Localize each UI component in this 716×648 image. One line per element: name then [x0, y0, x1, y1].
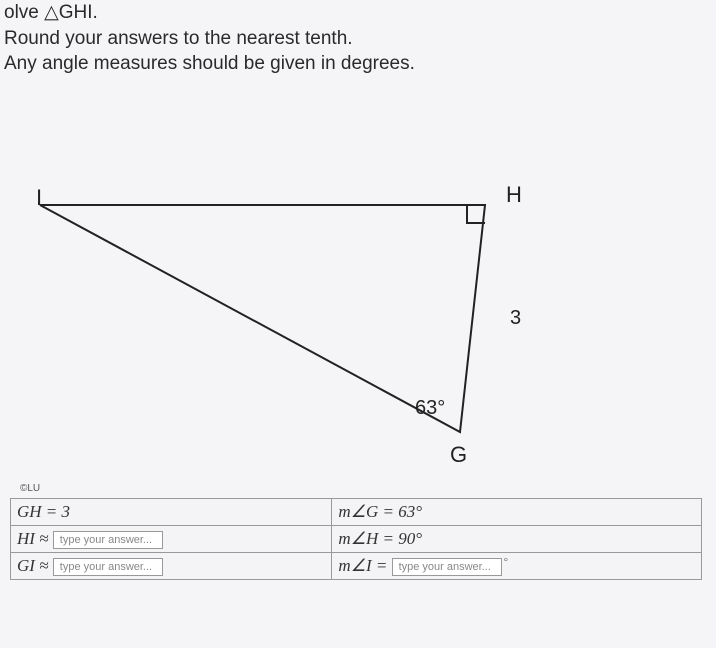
cell-angle-g: m∠G = 63° — [332, 498, 702, 525]
cell-gh: GH = 3 — [11, 498, 332, 525]
triangle-diagram: I H G 3 63° — [0, 97, 700, 477]
angle-label-g: 63° — [415, 397, 445, 420]
answer-table: GH = 3 m∠G = 63° HI ≈ type your answer..… — [10, 498, 702, 580]
cell-angle-h: m∠H = 90° — [332, 525, 702, 552]
vertex-label-h: H — [506, 182, 522, 208]
label-angle-g: m∠G = 63° — [338, 502, 422, 521]
label-gi: GI ≈ — [17, 556, 49, 575]
label-angle-h: m∠H = 90° — [338, 529, 422, 548]
instruction-line-2: Any angle measures should be given in de… — [4, 51, 712, 77]
label-angle-i: m∠I = — [338, 556, 387, 575]
triangle-svg — [0, 97, 700, 477]
right-angle-marker — [467, 205, 485, 223]
degree-suffix: ° — [502, 556, 508, 568]
cell-gi: GI ≈ type your answer... — [11, 553, 332, 580]
cell-hi: HI ≈ type your answer... — [11, 525, 332, 552]
table-row: HI ≈ type your answer... m∠H = 90° — [11, 525, 702, 552]
label-gh: GH = 3 — [17, 502, 70, 521]
copyright-text: ©LU — [20, 483, 716, 494]
cell-angle-i: m∠I = type your answer...° — [332, 553, 702, 580]
instruction-line-0: olve △GHI. — [4, 0, 712, 26]
label-hi: HI ≈ — [17, 529, 49, 548]
side-label-gh: 3 — [510, 307, 521, 330]
vertex-label-i: I — [36, 185, 42, 211]
problem-instructions: olve △GHI. Round your answers to the nea… — [0, 0, 716, 77]
table-row: GH = 3 m∠G = 63° — [11, 498, 702, 525]
input-angle-i[interactable]: type your answer... — [392, 558, 502, 576]
input-hi[interactable]: type your answer... — [53, 531, 163, 549]
instruction-line-1: Round your answers to the nearest tenth. — [4, 26, 712, 52]
table-row: GI ≈ type your answer... m∠I = type your… — [11, 553, 702, 580]
input-gi[interactable]: type your answer... — [53, 558, 163, 576]
vertex-label-g: G — [450, 442, 467, 468]
